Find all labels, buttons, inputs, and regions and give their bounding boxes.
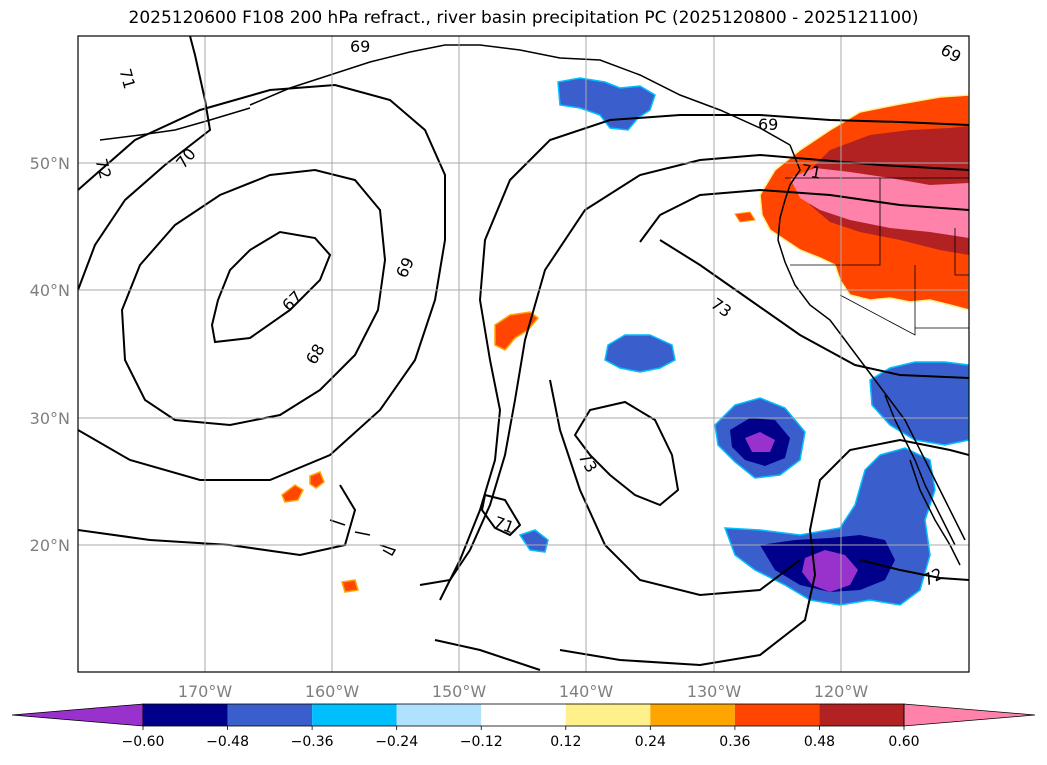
map-content: 69 71 72 70 69 67 68 73 73 71 69 71 72 6… xyxy=(78,36,969,672)
colorbar: −0.60 −0.48 −0.36 −0.24 −0.12 0.12 0.24 0.36 0.4… xyxy=(11,703,1036,750)
colorbar-swatch xyxy=(734,704,820,726)
coastline-baja xyxy=(884,394,956,546)
contour-label: 69 xyxy=(758,115,778,134)
refractivity-contours xyxy=(78,36,969,671)
coastline-alaska xyxy=(249,44,791,146)
precipitation-shading xyxy=(281,77,969,606)
colorbar-swatch xyxy=(819,704,904,726)
negative-spot-hawaii xyxy=(518,529,549,553)
contour-label: 71 xyxy=(799,160,822,182)
colorbar-swatch xyxy=(650,704,735,726)
contour-69-west xyxy=(78,83,446,481)
contour-71-loop xyxy=(480,493,522,537)
lon-label: 140°W xyxy=(559,682,614,701)
colorbar-tick-label: −0.60 xyxy=(122,734,165,750)
positive-spot-hawaii-a xyxy=(281,484,304,503)
lon-label: 120°W xyxy=(814,682,869,701)
contour-67 xyxy=(210,230,332,344)
colorbar-tick-label: 0.12 xyxy=(550,734,581,750)
lon-label: 130°W xyxy=(687,682,742,701)
contour-label: 69 xyxy=(350,37,370,56)
contour-label: 71 xyxy=(116,66,140,91)
colorbar-swatch xyxy=(481,704,566,726)
contour-69-east xyxy=(439,114,969,601)
political-borders xyxy=(785,177,969,336)
contour-73-outer xyxy=(549,239,969,667)
contour-68 xyxy=(120,168,387,427)
contour-73-inner xyxy=(573,400,680,507)
colorbar-extend-min xyxy=(11,703,144,727)
negative-region-southeast-peak xyxy=(745,432,775,452)
colorbar-extend-max xyxy=(903,703,1036,727)
map-frame xyxy=(77,35,970,673)
colorbar-tick-label: 0.36 xyxy=(719,734,750,750)
lat-label: 20°N xyxy=(30,536,70,555)
negative-region-baja-peak xyxy=(802,550,858,592)
colorbar-swatch xyxy=(396,704,482,726)
colorbar-tick-label: 0.24 xyxy=(635,734,666,750)
contour-72-south xyxy=(859,559,969,581)
lon-label: 170°W xyxy=(178,682,233,701)
lat-label: 30°N xyxy=(30,409,70,428)
colorbar-tick-label: −0.12 xyxy=(460,734,503,750)
contour-70-west xyxy=(78,36,212,291)
lat-label: 50°N xyxy=(30,154,70,173)
colorbar-swatch xyxy=(565,704,651,726)
latitude-labels: 50°N 40°N 30°N 20°N xyxy=(30,154,70,555)
colorbar-tick-label: 0.48 xyxy=(804,734,835,750)
contour-71-east xyxy=(419,153,969,671)
contour-label: 72 xyxy=(92,156,116,181)
contour-71-west xyxy=(78,484,357,557)
contour-label-bg xyxy=(346,38,376,56)
contour-72-east xyxy=(639,188,969,243)
negative-region-mid xyxy=(604,334,676,373)
border-state-4 xyxy=(954,228,969,276)
colorbar-swatch xyxy=(143,704,228,726)
positive-spot-offshore xyxy=(734,211,756,223)
colorbar-swatch xyxy=(312,704,397,726)
colorbar-swatch xyxy=(227,704,313,726)
graticule xyxy=(78,36,969,672)
border-state-2 xyxy=(839,265,916,336)
positive-spot-hawaii-b xyxy=(309,471,325,489)
colorbar-tick-label: −0.48 xyxy=(206,734,249,750)
positive-spot-south xyxy=(341,579,359,593)
colorbar-tick-label: 0.60 xyxy=(888,734,919,750)
longitude-labels: 170°W 160°W 150°W 140°W 130°W 120°W xyxy=(178,682,869,701)
lat-label: 40°N xyxy=(30,281,70,300)
coastline-mexico xyxy=(909,459,961,566)
colorbar-outline xyxy=(142,703,905,727)
lon-label: 160°W xyxy=(305,682,360,701)
border-state-1 xyxy=(790,178,881,266)
coastlines xyxy=(99,44,966,566)
coastline-bc-us xyxy=(777,144,966,541)
coastline-aleutians xyxy=(99,107,251,141)
negative-region-gulf-alaska xyxy=(557,77,656,131)
lon-label: 150°W xyxy=(432,682,487,701)
chart-title: 2025120600 F108 200 hPa refract., river … xyxy=(128,8,919,28)
colorbar-tick-label: −0.36 xyxy=(291,734,334,750)
colorbar-tick-label: −0.24 xyxy=(375,734,418,750)
